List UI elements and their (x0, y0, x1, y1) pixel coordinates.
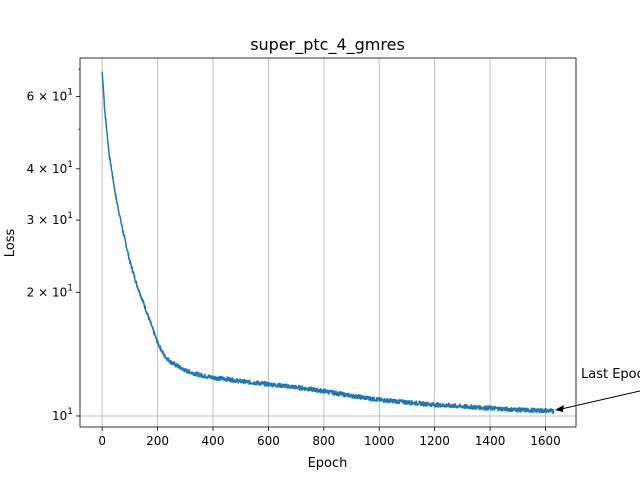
y-tick-label: 3 × 101 (27, 211, 73, 227)
grid-lines (80, 58, 576, 427)
x-tick-label: 200 (146, 434, 169, 448)
plot-frame (79, 57, 577, 428)
x-tick-label: 1600 (530, 434, 561, 448)
x-tick-label: 0 (98, 434, 106, 448)
loss-line (101, 71, 555, 414)
y-tick-label: 4 × 101 (27, 160, 73, 176)
chart-title: super_ptc_4_gmres (250, 35, 405, 55)
annotation-text: Last Epoch (581, 367, 640, 382)
y-axis-ticks: 101 2 × 101 3 × 101 4 × 101 6 × 101 (27, 68, 80, 423)
y-tick-label: 6 × 101 (27, 88, 73, 104)
x-tick-label: 400 (202, 434, 225, 448)
x-tick-label: 1000 (364, 434, 395, 448)
y-tick-label: 2 × 101 (27, 283, 73, 299)
annotation-arrow-head (554, 405, 564, 413)
annotation-arrow-line (556, 390, 640, 411)
y-tick-label: 101 (52, 407, 73, 423)
x-tick-label: 1200 (419, 434, 450, 448)
loss-series (101, 71, 555, 414)
last-epoch-annotation: Last Epoch (554, 367, 640, 413)
y-axis-label: Loss (3, 229, 18, 258)
x-axis-label: Epoch (308, 456, 348, 471)
x-tick-label: 800 (312, 434, 335, 448)
x-tick-label: 600 (257, 434, 280, 448)
x-axis-ticks: 0 200 400 600 800 1000 1200 1400 1600 (98, 427, 561, 448)
x-tick-label: 1400 (475, 434, 506, 448)
